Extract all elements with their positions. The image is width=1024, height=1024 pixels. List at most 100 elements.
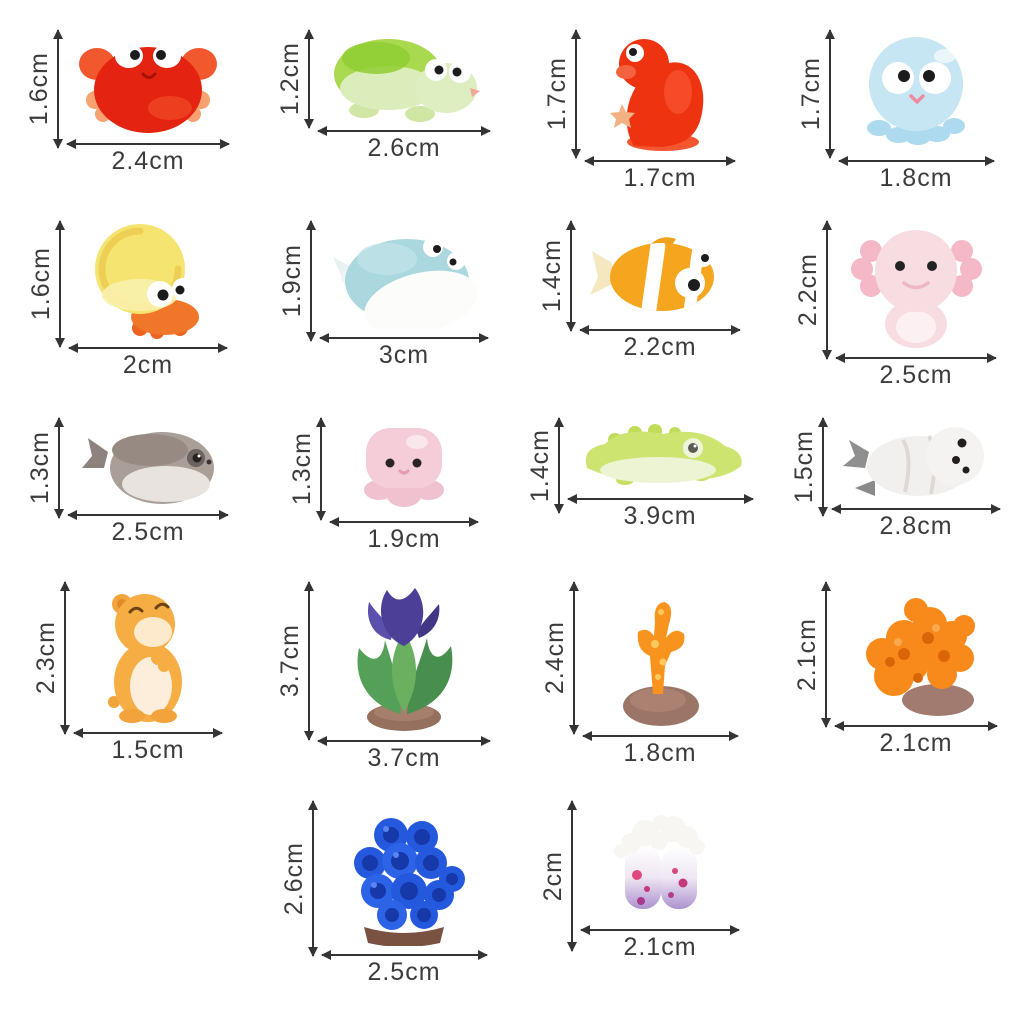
height-arrow: [54, 417, 64, 519]
height-arrow: [821, 581, 831, 728]
height-label: 2.6cm: [279, 841, 308, 916]
item-green-crocodile: 1.4cm 3.9cm: [512, 417, 768, 554]
width-label: 2cm: [122, 351, 174, 379]
item-white-seal: 1.5cm 2.8cm: [768, 417, 1024, 554]
item-orange-hamster: 2.3cm 1.5cm: [0, 581, 256, 773]
pink-octopus-figure: [349, 418, 459, 513]
width-label: 2.5cm: [111, 518, 185, 546]
width-label: 1.8cm: [879, 164, 953, 192]
figure-column: 1.5cm: [73, 582, 223, 765]
width-arrow: [580, 925, 740, 935]
height-label: 3.7cm: [276, 624, 304, 698]
width-label: 1.8cm: [623, 739, 697, 767]
item-clownfish: 1.4cm 2.2cm: [512, 220, 768, 390]
width-arrow: [584, 156, 736, 166]
figure-column: 1.7cm: [584, 30, 736, 193]
width-arrow: [831, 504, 1001, 514]
height-label: 1.3cm: [288, 432, 316, 506]
width-arrow: [329, 517, 479, 527]
width-arrow: [66, 139, 230, 149]
blue-whale-figure: [329, 221, 479, 329]
height-measure: 1.2cm: [276, 29, 314, 129]
grey-pufferfish-figure: [78, 418, 218, 506]
figure-column: 1.9cm: [329, 418, 479, 554]
height-label: 2.1cm: [793, 617, 821, 692]
height-measure: 2.2cm: [794, 220, 832, 360]
height-arrow: [824, 29, 835, 159]
height-label: 1.6cm: [27, 247, 55, 321]
height-measure: 1.7cm: [543, 29, 581, 159]
width-label: 1.7cm: [623, 164, 697, 192]
height-measure: 1.5cm: [790, 417, 828, 517]
height-label: 1.4cm: [525, 428, 554, 503]
width-label: 2.1cm: [623, 933, 697, 961]
height-label: 2.4cm: [540, 621, 569, 695]
height-measure: 1.7cm: [796, 29, 835, 159]
figure-column: 2.5cm: [835, 221, 997, 390]
item-blue-whale: 1.9cm 3cm: [256, 220, 512, 390]
height-arrow: [53, 29, 63, 149]
height-label: 1.7cm: [796, 57, 825, 131]
width-arrow: [68, 343, 228, 353]
blue-coral-figure: [334, 801, 474, 946]
height-arrow: [553, 417, 564, 514]
orange-coral-branch-figure: [603, 582, 718, 727]
figure-column: 2cm: [68, 221, 228, 380]
height-measure: 1.4cm: [525, 417, 564, 514]
green-turtle-figure: [324, 30, 484, 122]
width-arrow: [835, 353, 997, 363]
height-arrow: [55, 220, 65, 348]
width-label: 2.4cm: [111, 147, 185, 175]
height-label: 2.2cm: [794, 253, 822, 327]
height-label: 1.4cm: [538, 239, 566, 313]
height-arrow: [316, 417, 326, 521]
height-arrow: [571, 29, 581, 159]
width-arrow: [319, 333, 489, 343]
height-measure: 2.6cm: [279, 800, 318, 957]
height-measure: 1.6cm: [27, 220, 65, 348]
figure-column: 2.4cm: [66, 30, 230, 176]
figure-column: 2.6cm: [317, 30, 491, 163]
height-label: 1.5cm: [790, 430, 818, 504]
height-measure: 2.1cm: [793, 581, 831, 728]
width-arrow: [837, 156, 995, 166]
height-measure: 3.7cm: [276, 581, 314, 741]
width-label: 3cm: [378, 341, 430, 369]
item-orange-coral-bush: 2.1cm 2.1cm: [768, 581, 1024, 773]
item-blue-coral: 2.6cm: [256, 800, 512, 987]
item-seaweed-plant: 3.7cm 3.7cm: [256, 581, 512, 773]
height-label: 1.7cm: [543, 57, 571, 131]
size-grid: 1.6cm 2.4cm 1.2cm: [0, 29, 1024, 987]
white-purple-coral-figure: [603, 801, 718, 921]
orange-coral-bush-figure: [846, 582, 986, 717]
red-sea-lion-figure: [604, 30, 716, 152]
height-label: 1.6cm: [25, 52, 53, 126]
width-arrow: [566, 494, 754, 504]
height-measure: 2cm: [539, 800, 577, 952]
item-green-turtle: 1.2cm 2.6cm: [256, 29, 512, 193]
height-label: 2.3cm: [32, 621, 60, 695]
item-white-purple-coral: 2cm: [512, 800, 768, 987]
figure-column: 2.1cm: [834, 582, 998, 758]
height-arrow: [568, 581, 579, 735]
width-label: 3.9cm: [623, 502, 697, 530]
item-hermit-crab: 1.6cm 2cm: [0, 220, 256, 390]
height-arrow: [307, 800, 318, 957]
orange-hamster-figure: [98, 582, 198, 724]
height-measure: 1.3cm: [26, 417, 64, 519]
figure-column: 2.5cm: [320, 801, 488, 987]
width-label: 2.2cm: [623, 333, 697, 361]
hermit-crab-figure: [83, 221, 213, 339]
figure-column: 2.2cm: [579, 221, 741, 362]
item-pink-octopus: 1.3cm 1.9cm: [256, 417, 512, 554]
width-arrow: [579, 325, 741, 335]
width-arrow: [317, 126, 491, 136]
item-grey-pufferfish: 1.3cm 2.5cm: [0, 417, 256, 554]
width-label: 2.8cm: [879, 512, 953, 540]
height-measure: 2.4cm: [540, 581, 579, 735]
figure-column: 2.8cm: [831, 418, 1001, 541]
figure-column: 3.9cm: [566, 418, 754, 531]
width-arrow: [317, 736, 491, 746]
width-arrow: [581, 731, 739, 741]
